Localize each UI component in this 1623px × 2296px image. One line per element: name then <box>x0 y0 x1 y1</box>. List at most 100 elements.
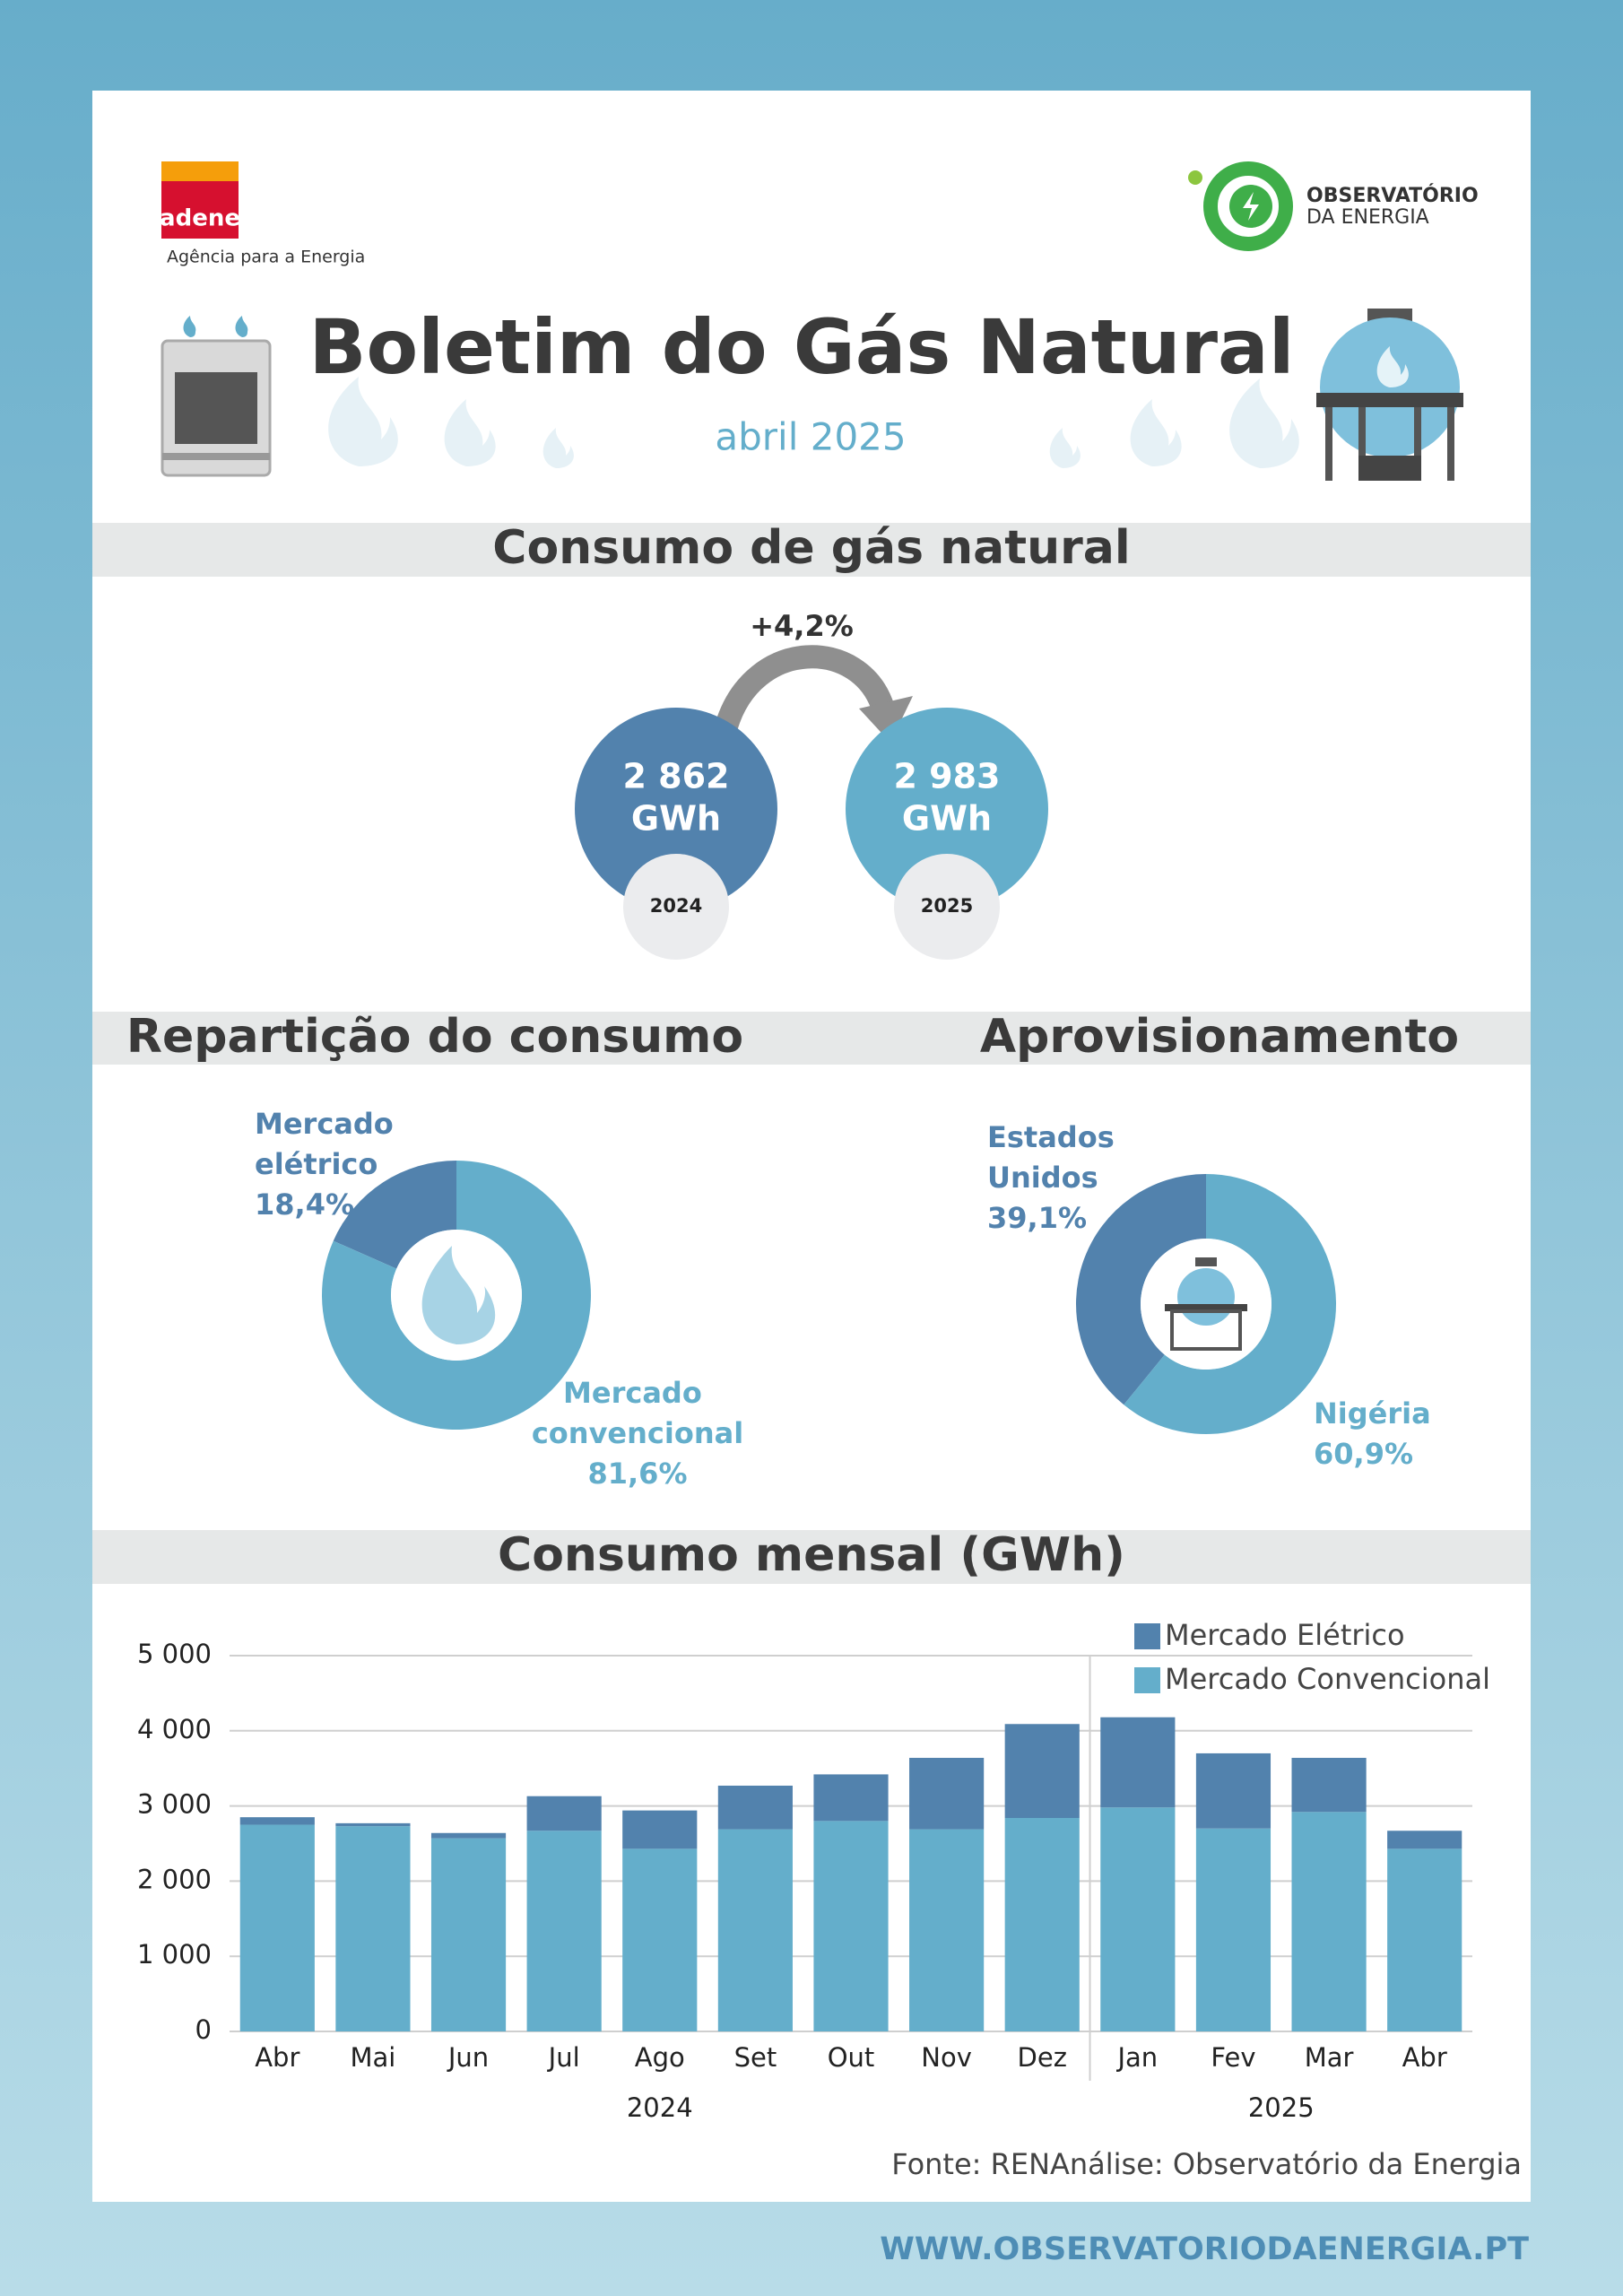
y-tick-label: 0 <box>195 2014 212 2045</box>
x-tick-label: Jan <box>1115 2042 1158 2073</box>
tank-icon-base <box>1170 1309 1242 1351</box>
x-tick-label: Abr <box>1402 2042 1447 2073</box>
adene-caption: Agência para a Energia <box>167 248 365 267</box>
donut-category-label: Mercado elétrico <box>255 1107 404 1181</box>
y-tick-label: 3 000 <box>137 1789 212 1820</box>
x-group-label: 2025 <box>1248 2092 1315 2123</box>
analysis: Análise: Observatório da Energia <box>1050 2147 1522 2181</box>
x-tick-label: Nov <box>921 2042 972 2073</box>
website-url: WWW.OBSERVATORIODAENERGIA.PT <box>880 2231 1529 2267</box>
y-tick-label: 4 000 <box>137 1714 212 1744</box>
kpi-circle <box>575 708 777 910</box>
bar-segment <box>239 1817 315 1825</box>
bar-segment <box>1195 1752 1271 1829</box>
obs-logo-line2: DA ENERGIA <box>1306 206 1429 229</box>
source: Fonte: REN <box>891 2147 1050 2181</box>
donut-value-label: 60,9% <box>1314 1437 1413 1471</box>
obs-logo-dot <box>1188 170 1202 185</box>
bar-segment <box>335 1822 411 1827</box>
section-title: Repartição do consumo <box>126 1010 743 1064</box>
x-tick-label: Jul <box>547 2042 580 2073</box>
donut-category-label: Estados Unidos <box>987 1120 1124 1195</box>
bar-segment <box>813 1774 889 1822</box>
kpi-value: 2 983 <box>894 757 1001 796</box>
bar-segment <box>1100 1807 1176 2031</box>
subtitle: abril 2025 <box>715 415 906 459</box>
bar-segment <box>909 1757 985 1830</box>
section-band <box>92 1012 1531 1065</box>
x-tick-label: Mai <box>350 2042 395 2073</box>
y-tick-label: 2 000 <box>137 1864 212 1894</box>
donut-value-label: 39,1% <box>987 1201 1087 1235</box>
kpi-year: 2024 <box>650 895 702 917</box>
tank-icon <box>1316 309 1463 481</box>
change-arrowhead <box>859 696 913 743</box>
bar-segment <box>813 1821 889 2031</box>
donut-segment <box>1076 1174 1206 1405</box>
x-tick-label: Out <box>828 2042 875 2073</box>
section-band <box>92 1530 1531 1584</box>
legend-label: Mercado Convencional <box>1165 1662 1490 1696</box>
obs-logo-ring <box>1203 161 1293 251</box>
bar-segment <box>1291 1812 1367 2031</box>
x-tick-label: Dez <box>1018 2042 1067 2073</box>
x-tick-label: Fev <box>1211 2042 1255 2073</box>
tank-icon <box>1177 1268 1235 1326</box>
kpi-circle <box>846 708 1048 910</box>
donut-segment <box>322 1161 592 1430</box>
title: Boletim do Gás Natural <box>308 303 1294 391</box>
bar-segment <box>1387 1848 1462 2031</box>
kpi-year-badge <box>623 854 729 960</box>
kpi-unit: GWh <box>902 799 992 839</box>
bar-segment <box>622 1848 698 2031</box>
x-tick-label: Jun <box>447 2042 489 2073</box>
adene-logo-stripe <box>161 161 239 181</box>
change-label: +4,2% <box>750 609 854 643</box>
tank-icon-deck <box>1165 1304 1247 1311</box>
change-arrow <box>715 645 895 731</box>
bar-segment <box>526 1831 602 2031</box>
kpi-value: 2 862 <box>623 757 730 796</box>
donut-segment <box>1124 1174 1337 1434</box>
bar-segment <box>1195 1828 1271 2031</box>
y-tick-label: 1 000 <box>137 1939 212 1970</box>
section-title: Aprovisionamento <box>980 1010 1459 1064</box>
decor-flames <box>328 377 1299 468</box>
x-tick-label: Abr <box>255 2042 299 2073</box>
flame-icon <box>421 1246 496 1344</box>
x-tick-label: Set <box>734 2042 777 2073</box>
section-title: Consumo mensal (GWh) <box>498 1528 1125 1582</box>
bar-segment <box>239 1824 315 2031</box>
bar-segment <box>1004 1724 1080 1819</box>
bar-segment <box>1100 1717 1176 1808</box>
donut-category-label: Mercado convencional <box>532 1376 743 1450</box>
adene-logo-text: adene <box>160 205 240 232</box>
donut-category-label: Nigéria <box>1314 1396 1431 1431</box>
x-group-label: 2024 <box>627 2092 693 2123</box>
bar-segment <box>1004 1818 1080 2031</box>
bar-segment <box>909 1829 985 2031</box>
bar-segment <box>717 1829 793 2031</box>
stove-icon <box>161 316 272 477</box>
bar-segment <box>1291 1757 1367 1813</box>
bar-segment <box>526 1796 602 1831</box>
bar-segment <box>622 1810 698 1849</box>
charts: Repartição do consumo Mercado elétrico 18,… <box>126 1010 1490 2123</box>
legend-swatch <box>1134 1623 1160 1649</box>
kpi-unit: GWh <box>631 799 721 839</box>
legend-swatch <box>1134 1667 1160 1693</box>
section-title: Consumo de gás natural <box>492 521 1130 575</box>
x-tick-label: Ago <box>635 2042 685 2073</box>
donut-segment <box>333 1161 456 1269</box>
obs-logo-bolt <box>1243 192 1259 221</box>
donut-value-label: 18,4% <box>255 1187 354 1222</box>
obs-logo-line1: OBSERVATÓRIO <box>1306 184 1479 207</box>
tank-icon-top <box>1195 1257 1217 1266</box>
kpi-year: 2025 <box>921 895 973 917</box>
bar-segment <box>430 1838 507 2031</box>
bar-segment <box>430 1832 507 1839</box>
legend-label: Mercado Elétrico <box>1165 1618 1405 1652</box>
